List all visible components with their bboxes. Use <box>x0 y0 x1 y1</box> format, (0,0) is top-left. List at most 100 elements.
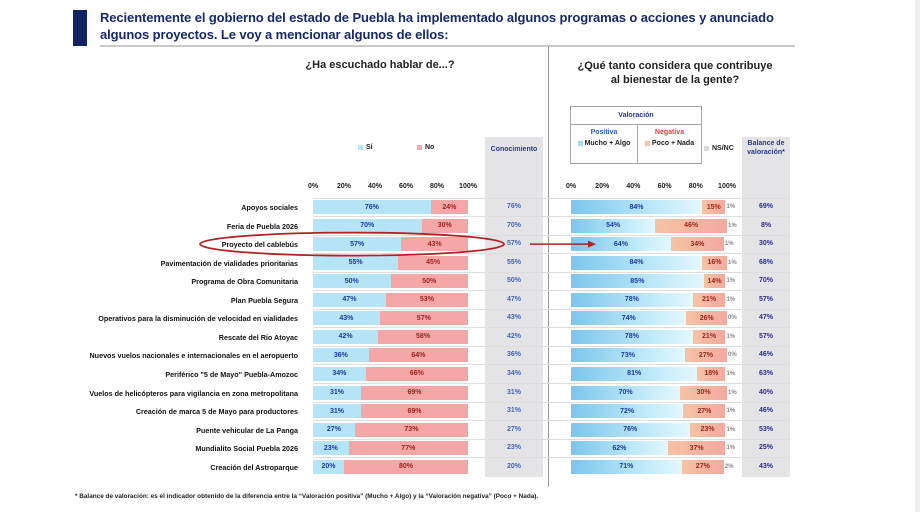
row-label: Rescate del Río Atoyac <box>218 332 298 342</box>
negativa-legend: Negativa Poco + Nada <box>638 125 701 163</box>
bar-positiva: 64% <box>571 237 671 252</box>
bar-positiva: 71% <box>571 459 682 474</box>
row-label: Puente vehicular de La Panga <box>196 425 298 435</box>
conocimiento-header: Conocimiento <box>490 146 538 153</box>
bar-si: 36% <box>313 348 369 363</box>
right-tick-label: 100% <box>718 183 736 190</box>
balance-value: 57% <box>758 332 773 340</box>
legend-swatch-no <box>417 145 422 150</box>
bar-negativa: 16% <box>702 255 727 270</box>
negativa-legend-item: Poco + Nada <box>638 140 701 147</box>
bar-negativa: 14% <box>703 274 726 289</box>
panel-divider <box>548 47 549 487</box>
bar-positiva: 84% <box>571 255 703 270</box>
bar-positiva: 84% <box>571 200 703 214</box>
row-label: Creación del Astroparque <box>210 462 298 472</box>
row-label: Pavimentación de vialidades prioritarias <box>160 258 298 268</box>
page-edge <box>915 0 920 512</box>
conocimiento-value: 27% <box>506 425 521 433</box>
conocimiento-value: 57% <box>506 240 521 248</box>
row-label: Creación de marca 5 de Mayo para product… <box>135 407 298 417</box>
legend-no: No <box>417 144 434 151</box>
bar-si: 34% <box>313 366 366 381</box>
bar-negativa: 34% <box>670 237 724 252</box>
bar-no: 57% <box>379 311 468 326</box>
balance-value: 47% <box>758 314 773 322</box>
legend-label-no: No <box>425 144 435 151</box>
bar-si: 27% <box>313 422 355 437</box>
bar-negativa: 37% <box>667 441 726 456</box>
positiva-legend-text: Mucho + Algo <box>584 140 631 147</box>
bar-no: 58% <box>378 329 468 344</box>
conocimiento-value: 20% <box>506 462 521 470</box>
balance-value: 68% <box>758 258 773 266</box>
left-tick-label: 60% <box>398 183 413 190</box>
row-label: Plan Puebla Segura <box>230 295 298 305</box>
bar-no: 43% <box>401 237 468 252</box>
valoracion-legend-box: Valoración Positiva Mucho + Algo Negativ… <box>570 106 702 164</box>
negativa-swatch <box>644 141 650 146</box>
bar-no: 45% <box>398 255 468 270</box>
row-separator <box>313 197 790 199</box>
conocimiento-value: 23% <box>506 444 521 452</box>
balance-value: 63% <box>758 369 773 377</box>
right-tick-label: 40% <box>626 183 641 190</box>
right-tick-label: 20% <box>595 183 610 190</box>
conocimiento-value: 50% <box>506 277 521 285</box>
bar-negativa: 21% <box>692 329 726 344</box>
right-tick-label: 60% <box>657 183 672 190</box>
bar-negativa: 46% <box>655 218 727 233</box>
legend-swatch-si <box>358 145 363 150</box>
row-separator <box>313 290 790 292</box>
bar-positiva: 76% <box>571 422 690 437</box>
balance-value: 43% <box>758 462 773 470</box>
right-question-line-2: al bienestar de la gente? <box>610 74 740 86</box>
negativa-legend-text: Poco + Nada <box>651 140 695 147</box>
balance-value: 25% <box>758 444 773 452</box>
bar-no: 50% <box>390 274 468 289</box>
valoracion-header: Valoración <box>571 107 701 125</box>
row-separator <box>313 327 790 329</box>
bar-positiva: 73% <box>571 348 685 363</box>
bar-negativa: 27% <box>683 404 726 419</box>
left-tick-label: 20% <box>336 183 351 190</box>
bar-si: 70% <box>313 218 422 233</box>
row-separator <box>313 383 790 384</box>
bar-negativa: 21% <box>692 292 726 307</box>
bar-no: 24% <box>430 200 468 214</box>
left-question: ¿Ha escuchado hablar de...? <box>305 59 455 71</box>
row-label: Operativos para la disminución de veloci… <box>98 314 298 324</box>
row-label: Vuelos de helicópteros para vigilancia e… <box>89 388 298 398</box>
row-label: Proyecto del cablebús <box>221 240 298 250</box>
conocimiento-value: 76% <box>506 203 521 210</box>
bar-no: 64% <box>368 348 468 363</box>
nsnc-legend-text: NS/NC <box>712 145 734 152</box>
positiva-legend-item: Mucho + Algo <box>571 140 637 147</box>
balance-value: 30% <box>758 240 773 248</box>
footnote: * Balance de valoración: es el indicador… <box>75 493 539 500</box>
row-separator <box>313 345 790 347</box>
header-divider <box>100 45 795 47</box>
bar-positiva: 72% <box>571 404 684 419</box>
bar-negativa: 27% <box>681 459 724 474</box>
bar-no: 69% <box>361 385 468 400</box>
bar-negativa: 18% <box>697 366 726 381</box>
conocimiento-value: 55% <box>506 258 521 266</box>
conocimiento-value: 70% <box>506 221 521 229</box>
conocimiento-value: 31% <box>506 388 521 396</box>
title-line-1: Recientemente el gobierno del estado de … <box>100 10 774 25</box>
row-separator <box>313 457 790 459</box>
bar-si: 47% <box>313 292 386 307</box>
bar-positiva: 70% <box>571 385 681 400</box>
bar-no: 53% <box>385 292 468 307</box>
row-separator <box>313 271 790 273</box>
row-separator <box>313 216 790 218</box>
bar-positiva: 54% <box>571 218 656 233</box>
balance-value: 69% <box>758 203 773 210</box>
bar-positiva: 62% <box>571 441 668 456</box>
highlight-ellipse <box>199 231 505 257</box>
right-tick-label: 0% <box>565 183 577 190</box>
right-tick-label: 80% <box>688 183 703 190</box>
conocimiento-value: 31% <box>506 407 521 415</box>
